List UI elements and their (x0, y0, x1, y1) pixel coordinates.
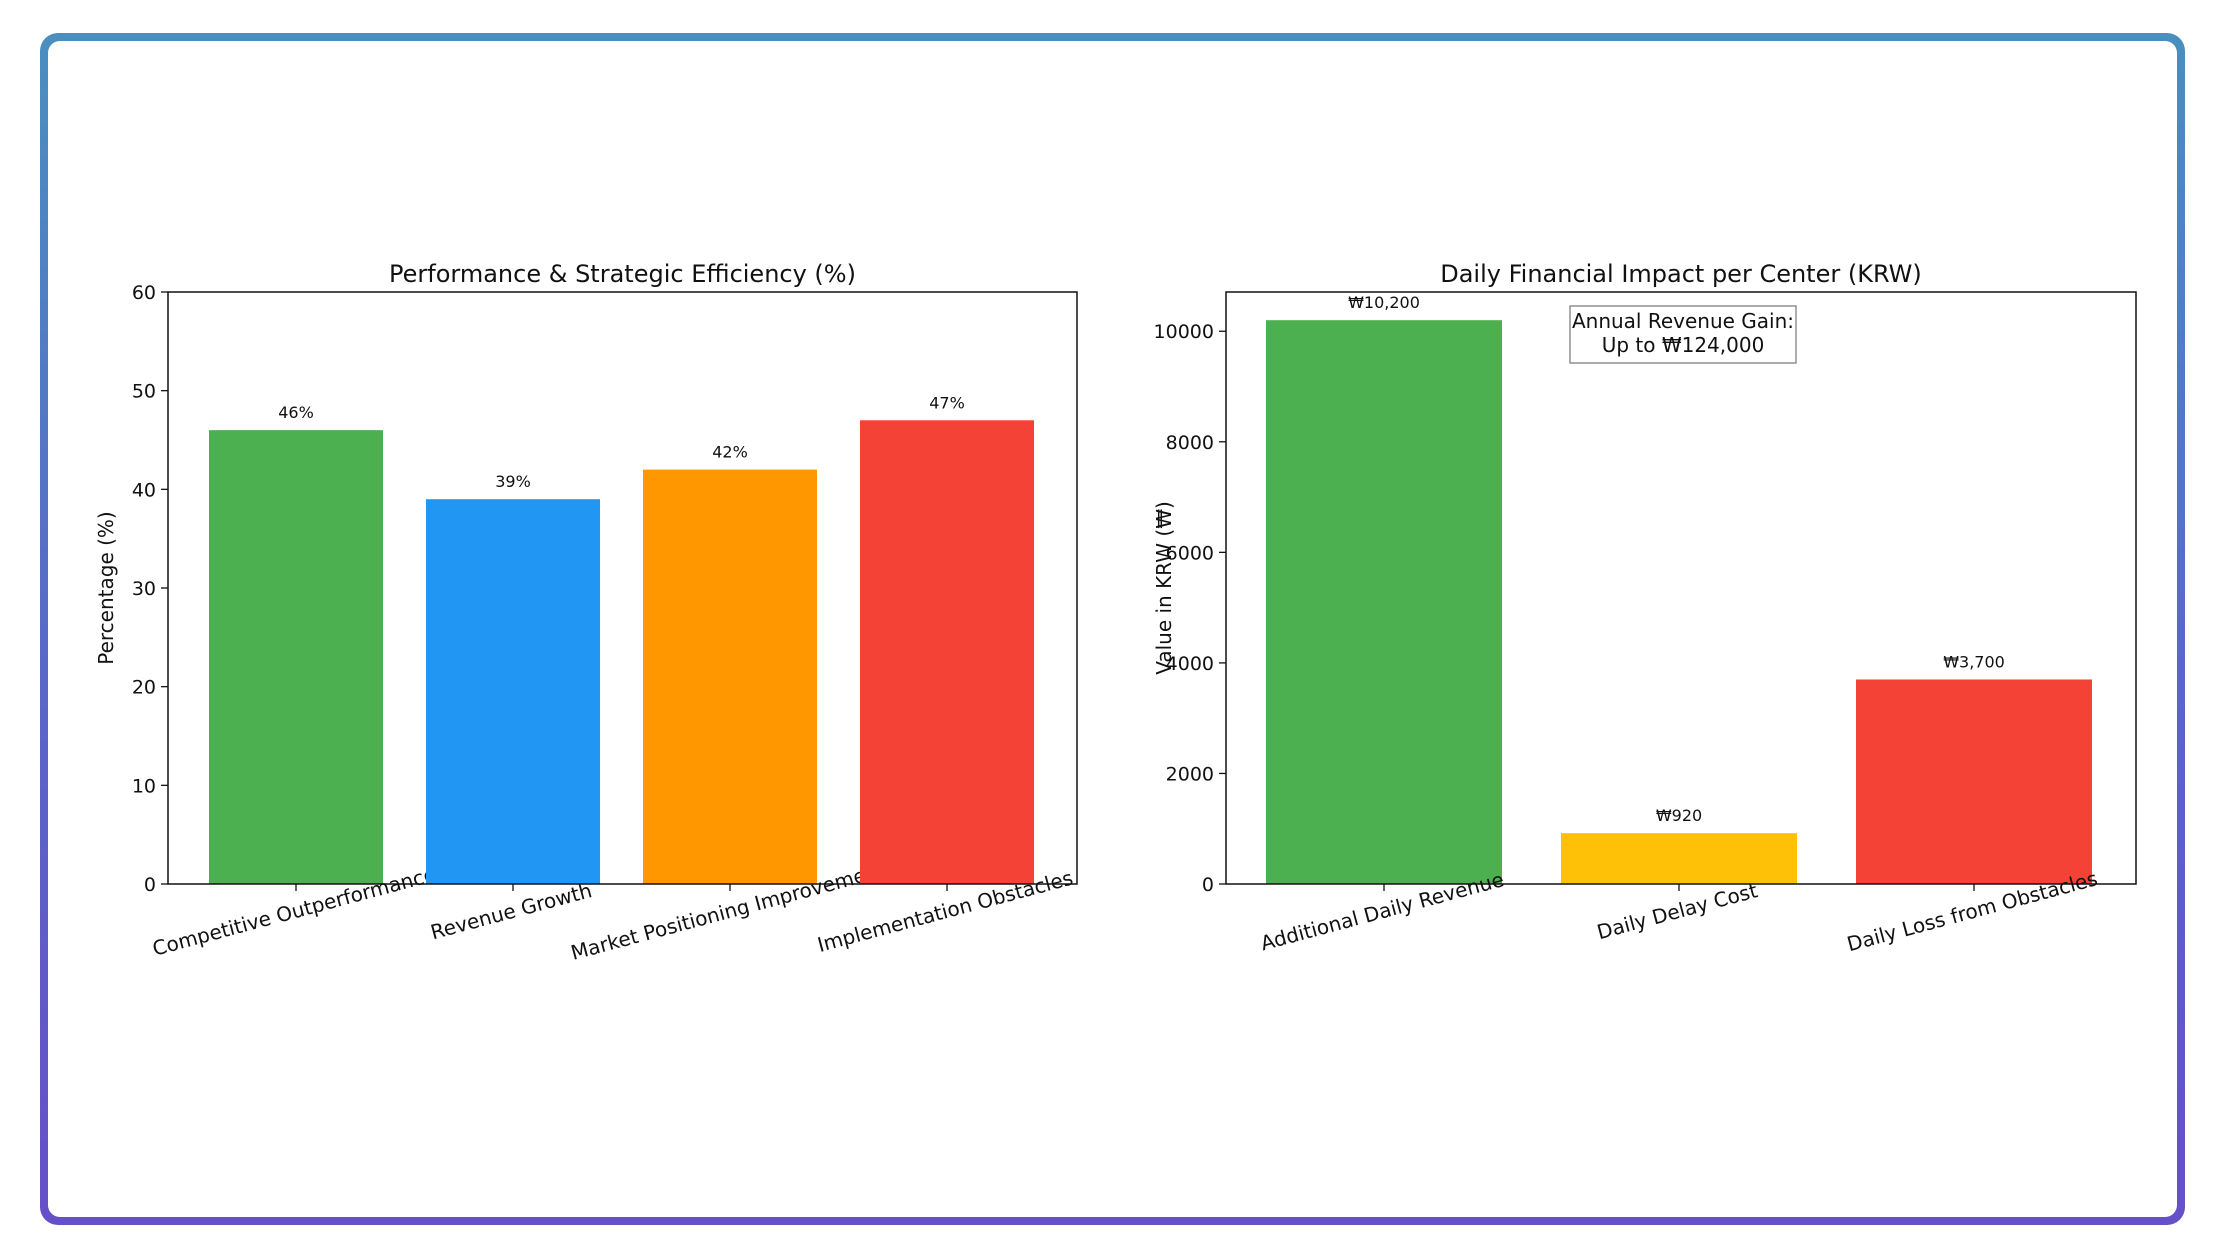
chart1-bar-1 (209, 430, 383, 884)
chart1-data-label-3: 42% (712, 443, 748, 462)
chart2-annotation-line-2: Up to ₩124,000 (1602, 333, 1765, 357)
chart2-ytick-label: 4000 (1166, 653, 1214, 675)
slide-frame (40, 33, 2185, 1225)
chart2-axes-frame (1225, 291, 2137, 885)
chart2-ylabel: Value in KRW (₩) (1152, 501, 1176, 675)
chart2-ytick-label: 2000 (1166, 763, 1214, 785)
chart2-ytick-label: 8000 (1166, 432, 1214, 454)
chart2-data-label-3: ₩3,700 (1943, 652, 2005, 671)
chart1-data-label-2: 39% (495, 472, 531, 491)
chart2-bar-3 (1856, 679, 2092, 884)
chart2-bar-2 (1561, 833, 1797, 884)
chart2-category-label-2: Daily Delay Cost (1594, 878, 1760, 944)
chart2-ytick-label: 0 (1202, 874, 1214, 896)
chart1-ytick-label: 50 (132, 381, 156, 403)
chart1-bar-3 (643, 469, 817, 884)
chart1-ytick-label: 20 (132, 677, 156, 699)
chart1-ytick-label: 10 (132, 775, 156, 797)
chart2-data-label-1: ₩10,200 (1348, 293, 1420, 312)
chart1-bar-2 (426, 499, 600, 884)
chart2-annotation-line-1: Annual Revenue Gain: (1572, 309, 1794, 333)
chart1-ytick-label: 0 (144, 874, 156, 896)
chart2-ytick-label: 10000 (1154, 321, 1214, 343)
chart1-title: Performance & Strategic Efficiency (%) (389, 260, 856, 288)
chart1-data-label-1: 46% (278, 403, 314, 422)
chart1-ylabel: Percentage (%) (94, 511, 118, 664)
slide-canvas (48, 41, 2177, 1217)
chart2-annotation-box (1569, 305, 1797, 364)
chart1-category-label-2: Revenue Growth (428, 878, 594, 944)
chart2-bar-1 (1266, 320, 1502, 884)
chart1-data-label-4: 47% (929, 393, 965, 412)
chart2-data-label-2: ₩920 (1656, 806, 1702, 825)
chart1-axes-frame (167, 291, 1078, 885)
chart1-ytick-label: 60 (132, 282, 156, 304)
chart2-ytick-label: 6000 (1166, 542, 1214, 564)
chart1-bar-4 (860, 420, 1034, 884)
chart1-ytick-label: 40 (132, 479, 156, 501)
chart1-ytick-label: 30 (132, 578, 156, 600)
chart2-title: Daily Financial Impact per Center (KRW) (1440, 260, 1922, 288)
